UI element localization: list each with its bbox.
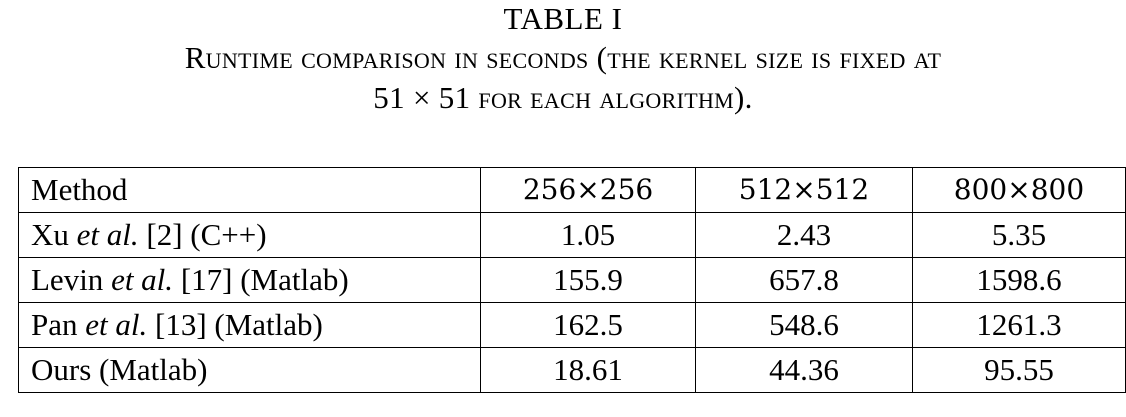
table-row: Ours (Matlab) 18.61 44.36 95.55: [17, 347, 1126, 393]
runtime-800: 95.55: [911, 347, 1126, 393]
row-method: Xu et al. [2] (C++): [17, 212, 482, 258]
header-method: Method: [17, 167, 482, 213]
method-name: Pan: [31, 307, 86, 342]
runtime-256: 18.61: [480, 347, 697, 393]
header-size-256: 256×256: [480, 167, 697, 213]
method-ref: [17] (Matlab): [173, 262, 349, 297]
runtime-800: 1261.3: [911, 302, 1126, 348]
method-ref: [13] (Matlab): [147, 307, 323, 342]
row-method: Ours (Matlab): [17, 347, 482, 393]
method-name: Ours (Matlab): [31, 352, 208, 387]
table-row: Pan et al. [13] (Matlab) 162.5 548.6 126…: [17, 302, 1126, 348]
header-size-512: 512×512: [695, 167, 913, 213]
runtime-256: 155.9: [480, 257, 697, 303]
table-header-row: Method 256×256 512×512 800×800: [17, 167, 1126, 213]
runtime-256: 162.5: [480, 302, 697, 348]
method-et-al: et al.: [76, 217, 139, 252]
runtime-512: 2.43: [695, 212, 913, 258]
runtime-table: Method 256×256 512×512 800×800 Xu et al.…: [17, 167, 1126, 393]
runtime-512: 548.6: [695, 302, 913, 348]
table-label: TABLE I: [503, 1, 623, 36]
header-size-800: 800×800: [911, 167, 1126, 213]
runtime-512: 657.8: [695, 257, 913, 303]
method-name: Xu: [31, 217, 77, 252]
row-method: Pan et al. [13] (Matlab): [17, 302, 482, 348]
caption-line-2: 51 × 51 for each algorithm).: [373, 80, 753, 115]
runtime-512: 44.36: [695, 347, 913, 393]
runtime-256: 1.05: [480, 212, 697, 258]
method-ref: [2] (C++): [138, 217, 267, 252]
runtime-800: 5.35: [911, 212, 1126, 258]
table-row: Xu et al. [2] (C++) 1.05 2.43 5.35: [17, 212, 1126, 258]
caption-line-1: Runtime comparison in seconds (the kerne…: [184, 40, 942, 75]
method-et-al: et al.: [85, 307, 148, 342]
runtime-800: 1598.6: [911, 257, 1126, 303]
method-et-al: et al.: [111, 262, 174, 297]
table-row: Levin et al. [17] (Matlab) 155.9 657.8 1…: [17, 257, 1126, 303]
row-method: Levin et al. [17] (Matlab): [17, 257, 482, 303]
method-name: Levin: [31, 262, 112, 297]
